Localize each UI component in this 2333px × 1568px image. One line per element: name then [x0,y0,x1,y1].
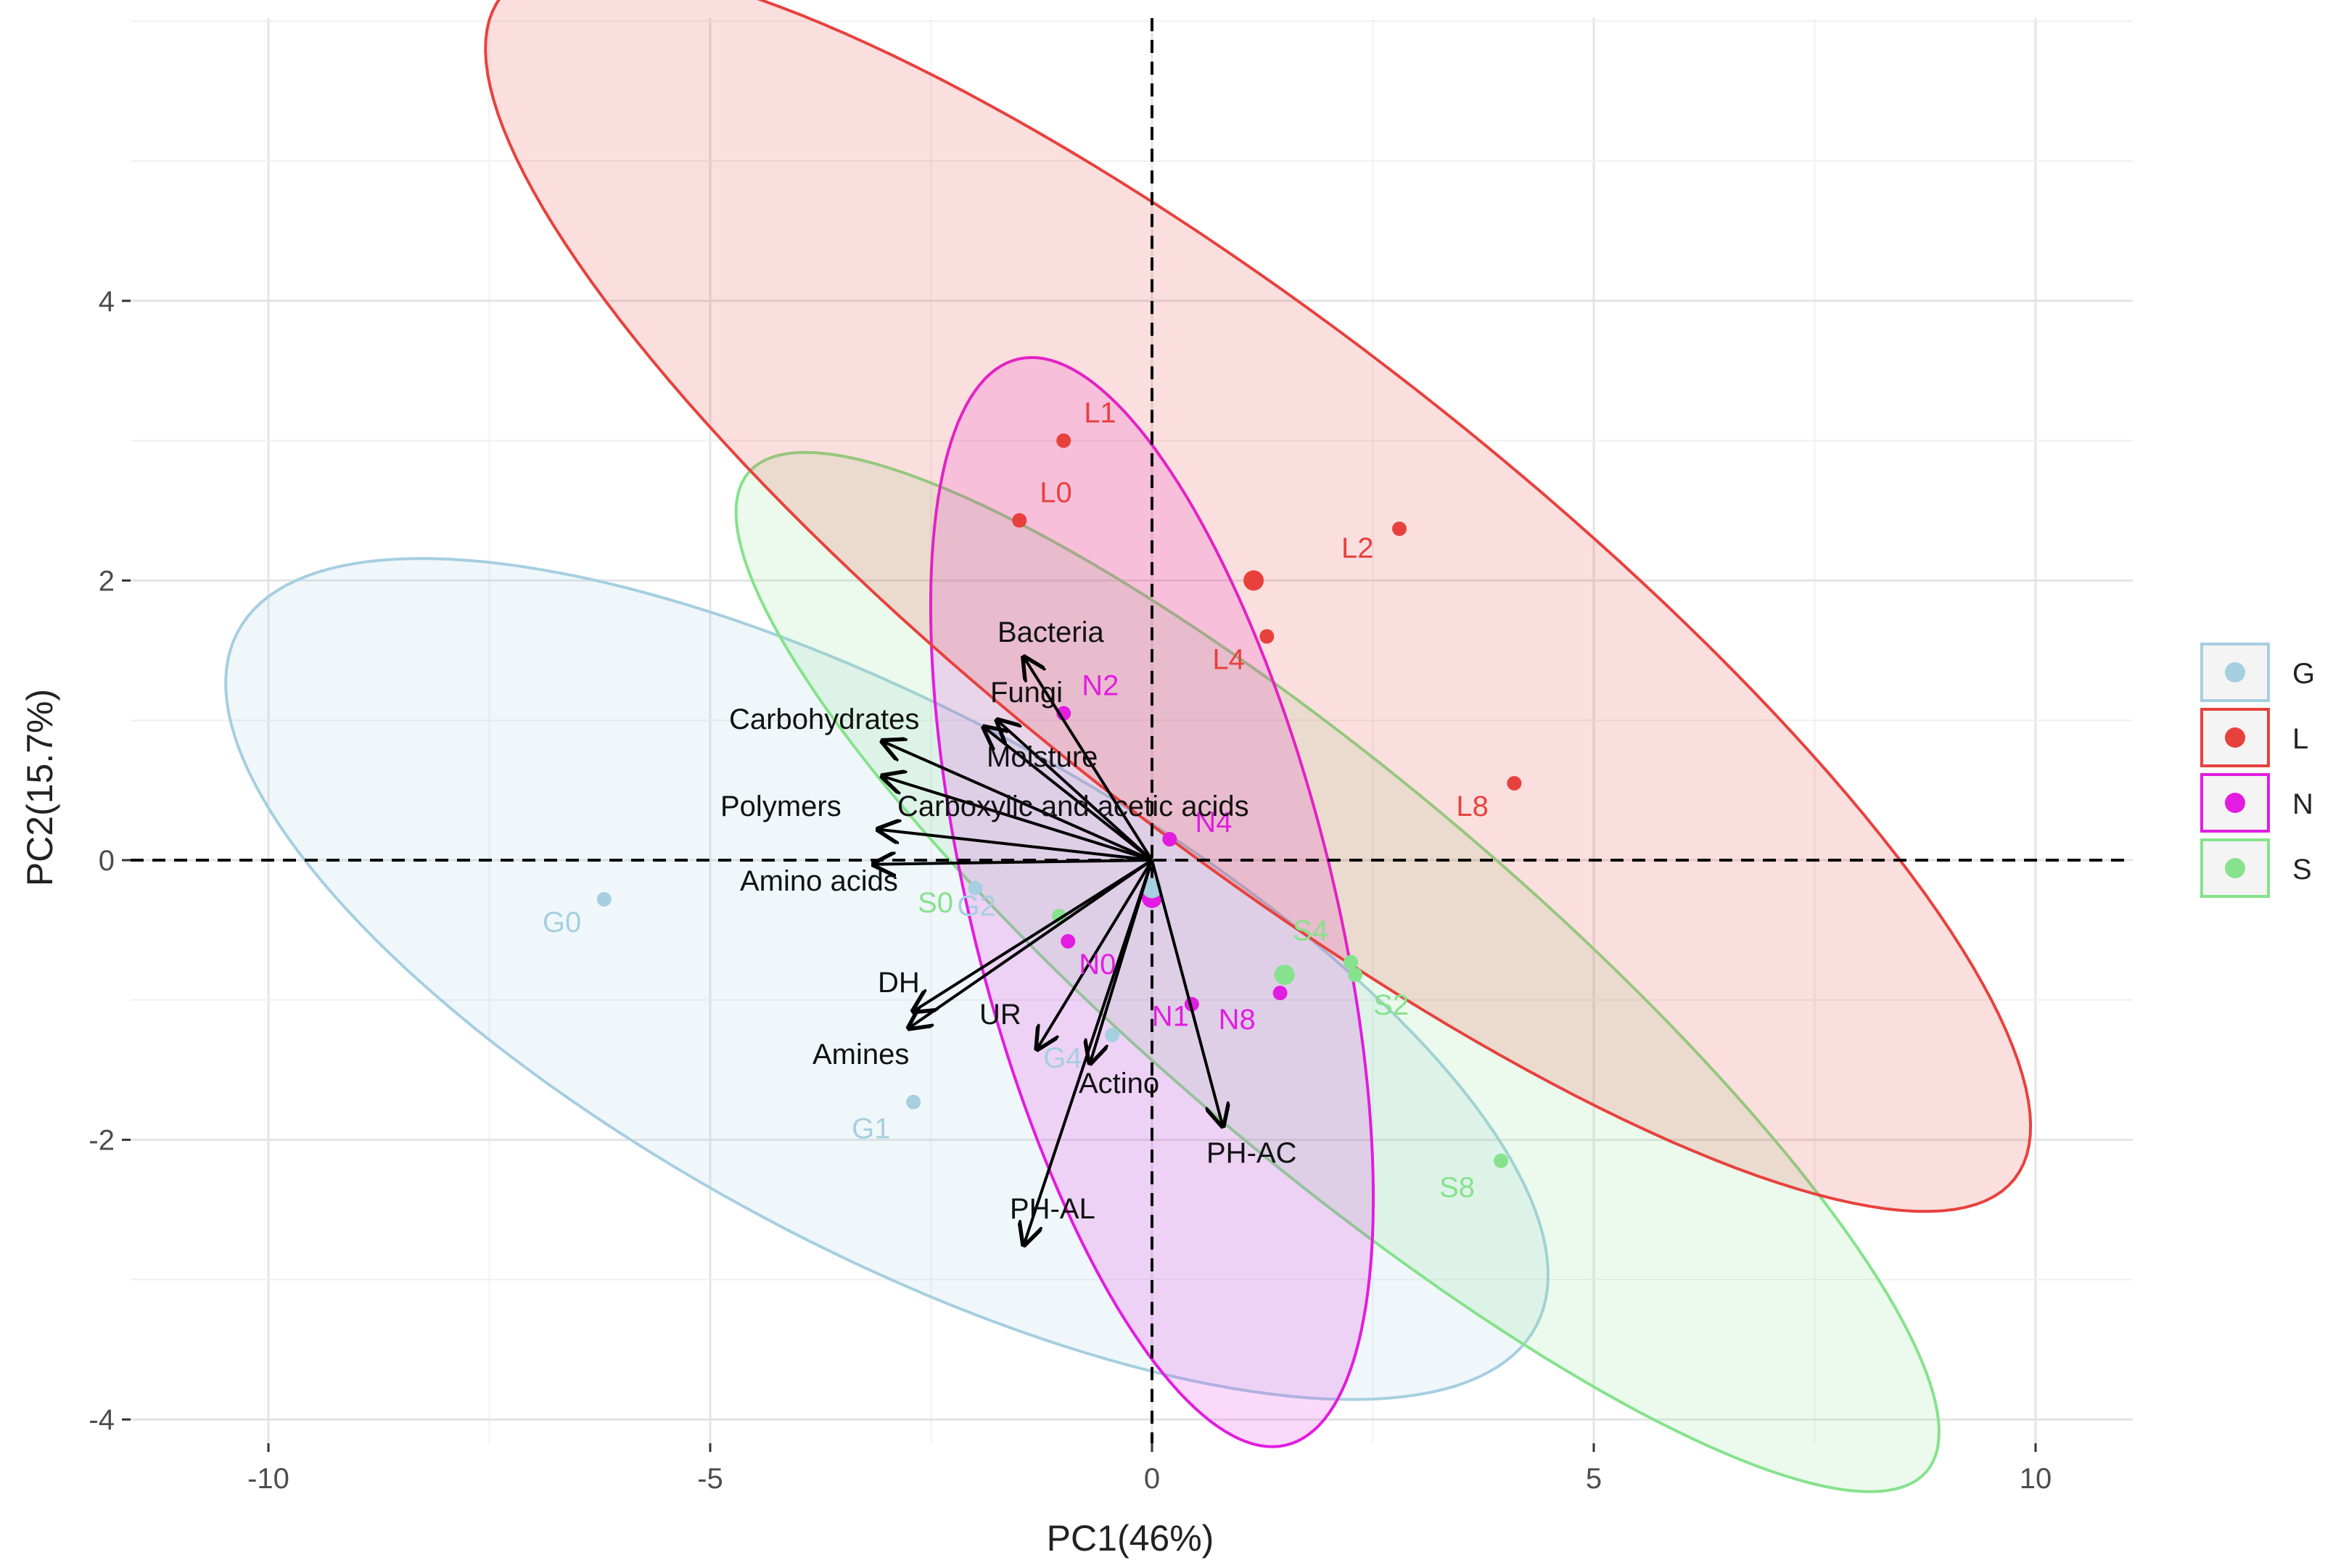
arrow-ph-ac [1151,859,1222,1126]
ellipse-L [484,0,2033,1213]
x-axis-title: PC1(46%) [1047,1518,1214,1559]
point-label-N8: N8 [1219,1004,1256,1036]
point-label-S0: S0 [918,887,953,919]
point-label-L0: L0 [1040,476,1072,508]
y-tick-label: -2 [89,1125,115,1157]
loading-label-dh: DH [878,967,920,999]
loading-label-fungi: Fungi [990,677,1063,709]
loading-arrows [873,657,1222,1245]
confidence-ellipses [224,0,2033,1493]
point-label-N2: N2 [1082,670,1119,702]
legend-label-N: N [2292,788,2313,820]
point-label-G1: G1 [852,1113,890,1145]
centroid-L [1243,570,1264,591]
loading-label-amino-acids: Amino acids [740,865,898,897]
arrow-carboxylic-and-acetic-acids [883,776,1153,862]
y-tick-label: -4 [89,1404,115,1436]
arrow-moisture [984,727,1153,862]
arrow-amines [913,859,1153,1011]
point-label-G2: G2 [957,891,995,923]
point-N0 [1061,933,1076,949]
point-L1 [1056,433,1071,448]
legend-dot-L [2225,727,2245,748]
x-tick-label: -10 [247,1463,289,1495]
y-tick-label: 0 [99,845,115,877]
legend-label-G: G [2292,658,2315,690]
point-G2 [968,880,983,896]
point-S2 [1348,967,1363,983]
point-label-N4: N4 [1195,806,1232,838]
arrow-ph-al [1024,859,1153,1245]
y-tick-label: 4 [99,286,115,318]
point-N4 [1162,832,1177,847]
point-L8 [1507,775,1522,791]
centroid-S [1274,965,1295,986]
point-L0 [1012,513,1027,528]
legend-key-G [2200,643,2270,702]
point-S4 [1344,954,1359,970]
arrow-amino-acids [873,860,1153,865]
y-tick-label: 2 [99,565,115,597]
x-tick-label: -5 [697,1463,723,1495]
point-label-G0: G0 [543,907,581,938]
legend-label-L: L [2292,723,2308,755]
arrow-carbohydrates [883,741,1153,862]
point-label-L4: L4 [1212,644,1245,676]
sample-points [596,433,1522,1168]
point-G1 [906,1094,921,1110]
loading-label-actino: Actino [1079,1068,1159,1099]
arrow-dh [909,859,1153,1028]
ellipse-S [734,450,1941,1493]
point-G4 [1105,1028,1120,1042]
x-tick-label: 10 [2020,1463,2052,1495]
arrow-bacteria [1024,657,1153,862]
point-L2 [1392,521,1407,537]
loading-label-carboxylic-and-acetic-acids: Carboxylic and acetic acids [897,791,1249,822]
point-label-L8: L8 [1456,791,1488,822]
arrow-ur [1037,859,1153,1049]
point-L4 [1259,629,1275,644]
x-tick-label: 0 [1144,1463,1160,1495]
point-label-L1: L1 [1084,397,1116,429]
point-G0 [596,891,612,907]
legend-dot-G [2225,662,2245,682]
point-label-N1: N1 [1152,1001,1189,1033]
arrow-polymers [878,830,1153,862]
point-label-G4: G4 [1043,1042,1082,1074]
legend-key-S [2200,838,2270,898]
loading-label-carbohydrates: Carbohydrates [729,703,919,735]
point-label-L2: L2 [1341,532,1374,564]
legend-dot-N [2225,793,2245,813]
ellipse-G [224,557,1550,1401]
point-label-N0: N0 [1079,949,1116,981]
legend: G L N S [2200,643,2315,898]
y-axis-title: PC2(15.7%) [20,689,60,886]
arrow-fungi [997,720,1153,862]
point-label-S8: S8 [1439,1172,1475,1204]
point-N8 [1272,986,1288,1001]
loading-label-moisture: Moisture [987,741,1098,773]
loading-label-polymers: Polymers [720,791,842,822]
legend-dot-S [2225,858,2245,878]
point-labels: L1 L0 L2 L4 L8 N2 N4 N0 N1 N8 G0 G1 G2 G4 S0 S4 S2 S8 Bact… [543,397,1489,1225]
point-S8 [1494,1153,1509,1168]
point-label-S2: S2 [1373,989,1409,1021]
legend-label-S: S [2292,854,2312,886]
legend-key-N [2200,773,2270,833]
loading-label-ur: UR [979,999,1021,1031]
loading-label-amines: Amines [812,1039,909,1070]
point-label-S4: S4 [1293,915,1328,947]
loading-label-ph-ac: PH-AC [1206,1137,1296,1169]
x-tick-label: 5 [1586,1463,1602,1495]
loading-label-bacteria: Bacteria [997,616,1104,648]
loading-label-ph-al: PH-AL [1010,1193,1095,1225]
axes: -10 -5 0 5 10 -4 -2 0 2 4 PC1(46%) PC2(15.7%) [20,286,2052,1559]
